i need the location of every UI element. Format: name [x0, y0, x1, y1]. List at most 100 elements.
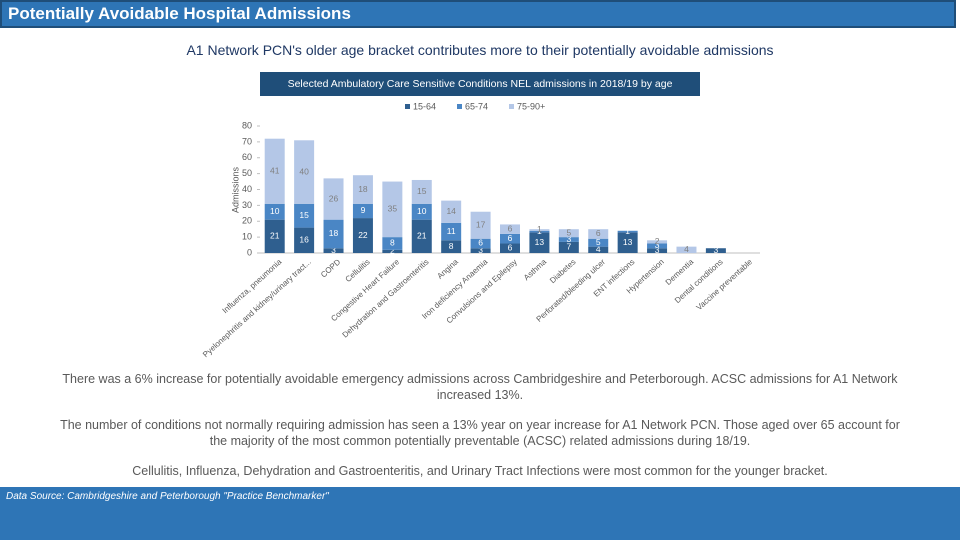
data-label: 11 — [447, 226, 456, 236]
data-label: 35 — [388, 204, 398, 214]
data-label: 21 — [417, 231, 427, 241]
bar-segment — [647, 240, 668, 244]
data-label: 5 — [596, 237, 601, 247]
chart: Selected Ambulatory Care Sensitive Condi… — [201, 72, 760, 359]
bar-segment — [647, 248, 668, 253]
data-label: 6 — [508, 233, 513, 243]
bar-segment — [264, 219, 285, 253]
bar-segment — [588, 229, 609, 239]
data-label: 6 — [478, 238, 483, 248]
bar-segment — [382, 249, 403, 253]
legend-swatch — [405, 104, 410, 109]
footer: Data Source: Cambridgeshire and Peterbor… — [0, 487, 960, 540]
data-label: 8 — [449, 241, 454, 251]
data-label: 16 — [299, 235, 309, 245]
data-label: 8 — [390, 238, 395, 248]
subtitle: A1 Network PCN's older age bracket contr… — [186, 42, 774, 58]
data-label: 2 — [655, 236, 660, 246]
y-tick-label: 30 — [242, 200, 252, 210]
data-label: 2 — [390, 246, 395, 256]
bar-segment — [294, 203, 315, 228]
x-tick-label: Cellulitis — [344, 257, 372, 284]
y-tick-label: 70 — [242, 136, 252, 146]
data-label: 3 — [714, 245, 719, 255]
data-label: 3 — [566, 234, 571, 244]
bar-segment — [558, 229, 579, 238]
bar-segment — [676, 246, 697, 253]
chart-title-box — [260, 72, 700, 96]
bar-segment — [588, 238, 609, 247]
bar-segment — [441, 240, 462, 253]
bar-segment — [500, 224, 520, 234]
bar-segment — [705, 248, 726, 253]
y-tick-label: 60 — [242, 152, 252, 162]
header: Potentially Avoidable Hospital Admission… — [0, 0, 956, 28]
data-label: 15 — [417, 186, 427, 196]
data-label: 14 — [446, 206, 456, 216]
bar-segment — [323, 219, 344, 249]
y-tick-label: 40 — [242, 184, 252, 194]
x-tick-label: Diabetes — [548, 257, 577, 285]
bar-segment — [529, 229, 550, 231]
bar-segment — [294, 227, 315, 253]
data-label: 13 — [535, 237, 545, 247]
data-label: 18 — [329, 228, 339, 238]
bar-segment — [500, 233, 520, 244]
data-label: 1 — [537, 226, 542, 236]
bar-segment — [323, 178, 344, 220]
data-label: 15 — [299, 210, 309, 220]
data-label: 41 — [270, 165, 280, 175]
data-label: 1 — [537, 224, 542, 234]
legend-label: 65-74 — [465, 101, 488, 111]
bar-segment — [529, 232, 550, 253]
data-label: 22 — [358, 230, 368, 240]
data-label: 4 — [684, 244, 689, 254]
data-label: 10 — [270, 206, 280, 216]
legend-label: 75-90+ — [517, 101, 545, 111]
data-label: 40 — [299, 166, 309, 176]
bar-segment — [500, 243, 520, 253]
bar-segment — [588, 246, 609, 253]
data-label: 3 — [331, 245, 336, 255]
bar-segment — [411, 203, 432, 220]
data-label: 18 — [358, 184, 368, 194]
chart-title: Selected Ambulatory Care Sensitive Condi… — [288, 78, 673, 90]
bar-segment — [647, 243, 668, 249]
legend-label: 15-64 — [413, 101, 436, 111]
y-tick-label: 0 — [247, 247, 252, 257]
x-tick-label: Asthma — [522, 257, 549, 282]
bar-segment — [470, 238, 491, 249]
x-tick-label: COPD — [319, 257, 342, 279]
bar-segment — [470, 248, 491, 253]
bar-segment — [352, 175, 373, 204]
data-label: 3 — [655, 245, 660, 255]
y-tick-label: 20 — [242, 216, 252, 226]
data-label: 21 — [270, 231, 280, 241]
data-label: 9 — [361, 205, 366, 215]
y-tick-label: 50 — [242, 168, 252, 178]
data-label: 7 — [566, 242, 571, 252]
bar-segment — [352, 218, 373, 253]
data-label: 26 — [329, 193, 339, 203]
paragraph: There was a 6% increase for potentially … — [62, 372, 898, 402]
bar-segment — [352, 203, 373, 219]
bar-segment — [382, 237, 403, 250]
bar-segment — [441, 222, 462, 241]
x-tick-label: Vaccine preventable — [695, 257, 755, 312]
x-tick-label: Pyelonephritis and kidney/urinary tract.… — [201, 257, 313, 359]
bar-segment — [264, 138, 285, 204]
bar-segment — [617, 230, 638, 233]
legend-swatch — [457, 104, 462, 109]
data-label: 6 — [508, 223, 513, 233]
bar-segment — [558, 237, 579, 242]
data-label: 3 — [655, 240, 660, 250]
y-tick-label: 80 — [242, 120, 252, 130]
bar-segment — [411, 219, 432, 253]
bar-segment — [294, 140, 315, 204]
y-axis-label: Admissions — [230, 166, 240, 213]
data-label: 6 — [508, 242, 513, 252]
data-label: 17 — [476, 219, 486, 229]
bar-segment — [470, 211, 491, 239]
data-label: 6 — [596, 228, 601, 238]
y-tick-label: 10 — [242, 232, 252, 242]
